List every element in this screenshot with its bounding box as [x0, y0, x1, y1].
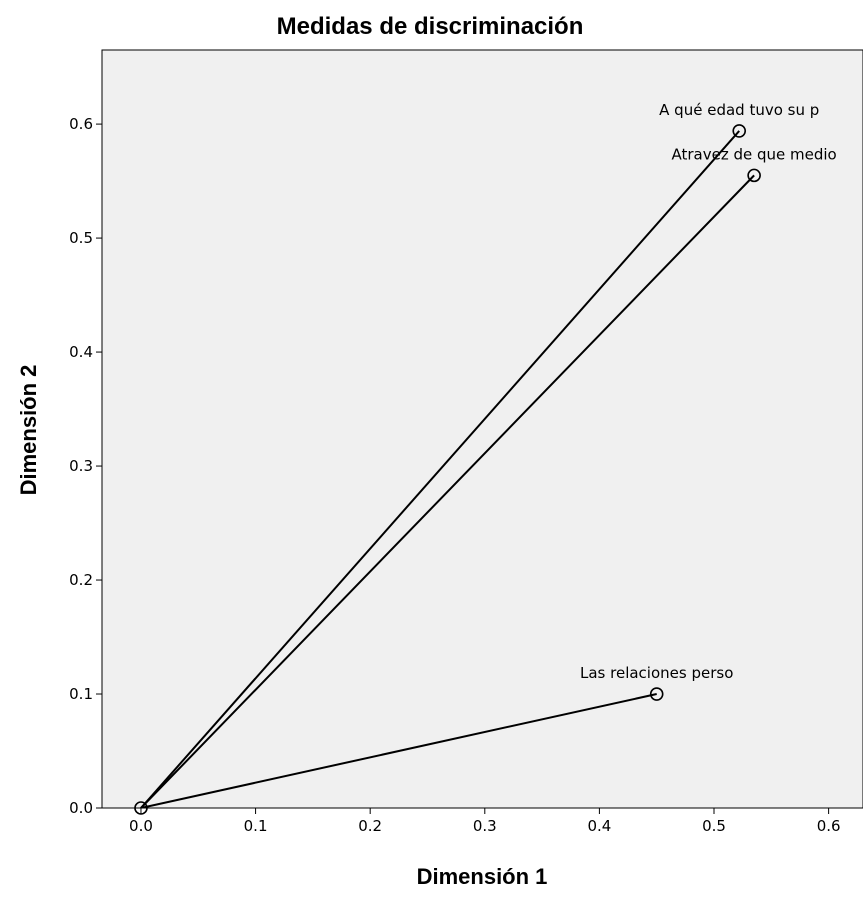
x-axis: 0.0 0.1 0.2 0.3 0.4 0.5 0.6	[129, 808, 841, 835]
point-markers	[134, 124, 761, 815]
y-tick-label-1: 0.1	[69, 685, 93, 703]
point-label-1: Atravez de que medio	[672, 145, 837, 163]
chart-title: Medidas de discriminación	[277, 13, 584, 40]
x-tick-label-0: 0.0	[129, 817, 153, 835]
y-tick-label-3: 0.3	[69, 457, 93, 475]
y-tick-label-4: 0.4	[69, 343, 93, 361]
x-tick-label-2: 0.2	[358, 817, 382, 835]
vector-line-1	[140, 174, 755, 808]
point-labels: A qué edad tuvo su p Atravez de que medio…	[580, 101, 837, 682]
y-tick-label-5: 0.5	[69, 229, 93, 247]
point-label-2: Las relaciones perso	[580, 664, 733, 682]
x-tick-label-1: 0.1	[244, 817, 268, 835]
y-tick-label-2: 0.2	[69, 571, 93, 589]
point-marker-1	[747, 168, 761, 183]
x-tick-label-4: 0.4	[587, 817, 611, 835]
vector-lines	[140, 130, 755, 808]
x-tick-label-6: 0.6	[817, 817, 841, 835]
point-marker-0	[732, 124, 747, 138]
point-marker-2	[649, 687, 664, 701]
y-tick-label-0: 0.0	[69, 799, 93, 817]
x-tick-label-3: 0.3	[473, 817, 497, 835]
y-tick-label-6: 0.6	[69, 115, 93, 133]
y-axis-title: Dimensión 2	[16, 365, 41, 496]
plot-area	[101, 49, 863, 809]
x-tick-label-5: 0.5	[702, 817, 726, 835]
x-axis-title: Dimensión 1	[417, 864, 548, 889]
origin-marker	[134, 801, 148, 815]
point-label-0: A qué edad tuvo su p	[659, 101, 819, 119]
y-axis: 0.0 0.1 0.2 0.3 0.4 0.5 0.6	[69, 115, 102, 817]
vector-line-0	[140, 130, 740, 808]
vector-line-2	[140, 693, 657, 808]
